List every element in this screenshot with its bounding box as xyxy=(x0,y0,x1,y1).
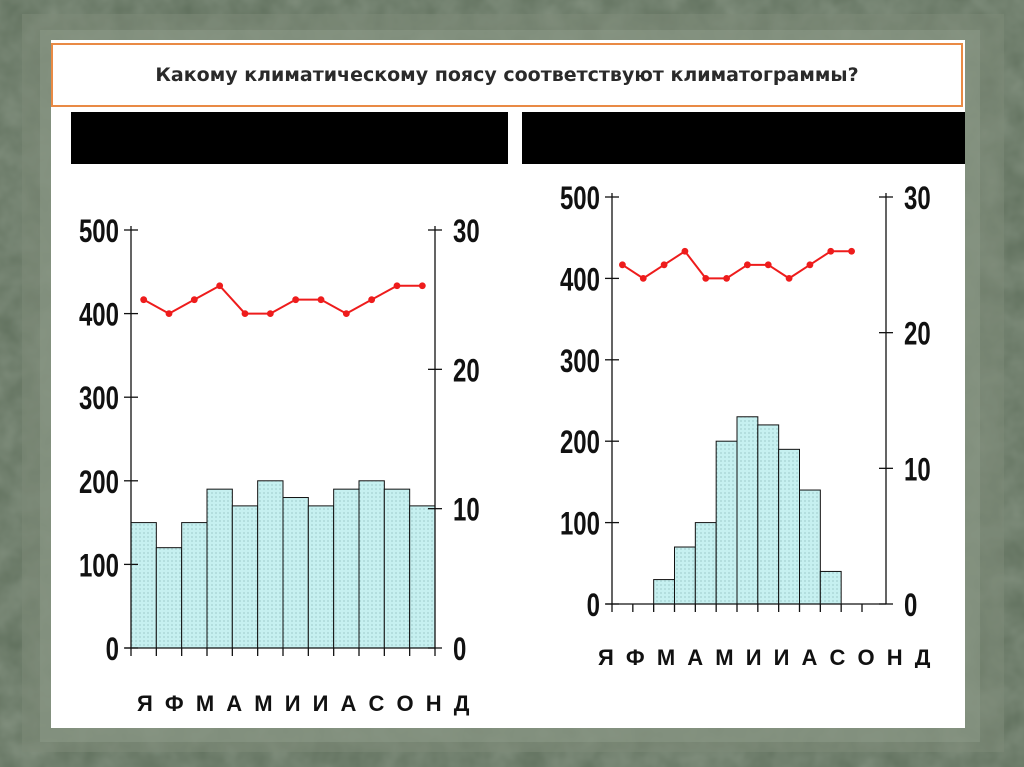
chart2-y-tick-label: 500 xyxy=(560,180,600,216)
chart2-temperature-point xyxy=(785,275,793,282)
chart2-bar xyxy=(757,424,780,605)
answer-cover-right xyxy=(522,112,965,164)
chart1-bar xyxy=(383,488,411,649)
chart1-bar xyxy=(409,505,436,649)
chart2-y-tick-label: 200 xyxy=(560,424,600,460)
chart1-temperature-point xyxy=(317,296,325,304)
chart1-bar xyxy=(257,480,284,649)
chart1-temperature-point xyxy=(393,282,401,290)
chart2-bar xyxy=(736,416,759,605)
chart1-bar xyxy=(181,522,208,649)
chart2-bar xyxy=(694,522,717,605)
chart1-temperature-point xyxy=(190,296,198,304)
chart1-bar xyxy=(231,505,259,649)
chart2-temperature-point xyxy=(702,275,710,282)
chart2-y-tick-label: 300 xyxy=(560,342,600,378)
chart1-temperature-point xyxy=(342,310,350,317)
chart1-y-tick-label: 300 xyxy=(79,380,119,416)
chart2-y-tick-label: 100 xyxy=(560,505,600,541)
chart1-bar xyxy=(155,547,183,649)
chart2-bar xyxy=(778,448,800,605)
chart1-bar xyxy=(358,480,385,649)
chart1-y-tick-label: 200 xyxy=(79,463,119,499)
chart2-y2-tick-label: 20 xyxy=(904,315,931,351)
chart1-y2-tick-label: 20 xyxy=(453,352,480,388)
chart1-bar xyxy=(130,522,157,649)
title-box: Какому климатическому поясу соответствую… xyxy=(51,43,963,107)
chart1-y-tick-label: 400 xyxy=(79,296,119,332)
chart2-temperature-point xyxy=(660,261,668,269)
chart1-temperature-point xyxy=(292,296,300,304)
chart1-bar xyxy=(307,505,335,649)
chart2-y-tick-label: 0 xyxy=(587,587,600,623)
chart2-month-labels: Я Ф М А М И И А С О Н Д xyxy=(598,645,933,668)
chart1-temperature-point xyxy=(165,310,173,317)
chart2-y2-tick-label: 10 xyxy=(904,451,931,487)
chart2-temperature-point xyxy=(619,261,626,269)
chart1-temperature-point xyxy=(241,310,249,317)
chart2-temperature-point xyxy=(806,261,814,269)
chart2-temperature-point xyxy=(681,247,689,255)
chart1-y-tick-label: 500 xyxy=(79,213,119,249)
chart1-temperature-line xyxy=(143,284,423,315)
chart1-temperature-point xyxy=(140,296,148,304)
slide-title: Какому климатическому поясу соответствую… xyxy=(155,64,859,86)
chart2-bar xyxy=(819,570,842,605)
chart2-bar xyxy=(715,440,738,605)
chart2-temperature-point xyxy=(639,275,647,282)
chart2-bar xyxy=(674,546,696,605)
chart2-temperature-point xyxy=(723,275,730,282)
chart1-month-labels: Я Ф М А М И И А С О Н Д xyxy=(137,691,472,716)
chart2-bar xyxy=(653,579,676,605)
chart1-y2-tick-label: 30 xyxy=(453,213,480,249)
chart1-y-tick-label: 0 xyxy=(106,631,119,667)
chart1-temperature-point xyxy=(216,282,224,290)
chart2-y-tick-label: 400 xyxy=(560,261,600,297)
chart1-y2-tick-label: 0 xyxy=(453,631,466,667)
chart1-bar xyxy=(333,488,360,649)
chart1-temperature-point xyxy=(418,282,426,290)
chart2-y2-tick-label: 30 xyxy=(904,180,931,216)
chart1-temperature-point xyxy=(266,310,274,317)
answer-cover-left xyxy=(71,112,508,164)
chart1-temperature-point xyxy=(368,296,376,304)
chart2-temperature-line xyxy=(621,249,852,280)
chart2-temperature-point xyxy=(848,247,855,255)
chart1-y2-tick-label: 10 xyxy=(453,491,480,527)
chart2-y2-tick-label: 0 xyxy=(904,587,917,623)
chart1-bar xyxy=(206,488,233,649)
chart2-temperature-point xyxy=(744,261,751,269)
chart2-bar xyxy=(799,489,821,605)
chart1-y-tick-label: 100 xyxy=(79,547,119,583)
chart1-bar xyxy=(282,497,309,649)
chart2-temperature-point xyxy=(764,261,772,269)
chart2-temperature-point xyxy=(827,247,835,255)
